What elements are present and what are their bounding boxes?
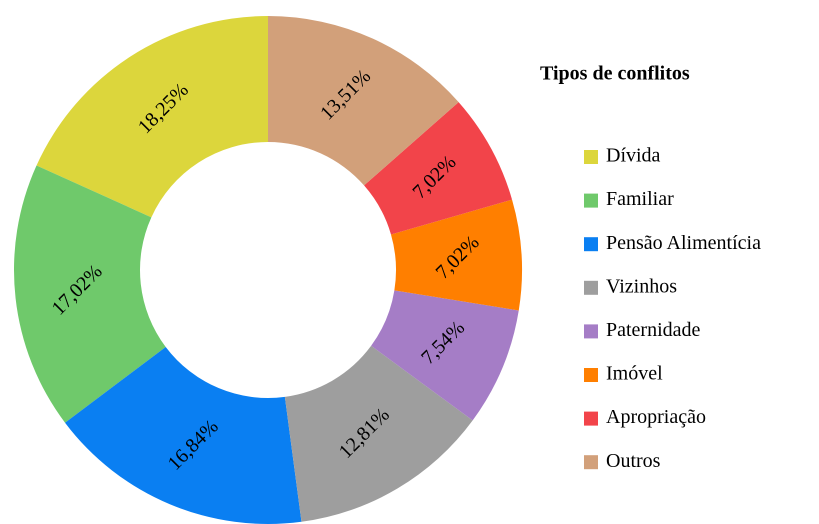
- donut-slice: [364, 102, 513, 235]
- legend-label: Familiar: [606, 188, 674, 210]
- legend-label: Imóvel: [606, 363, 663, 385]
- donut-slice: [284, 345, 473, 522]
- legend-swatch: [584, 411, 598, 426]
- donut-slice: [268, 16, 459, 186]
- donut-slice: [36, 16, 269, 218]
- legend-swatch: [584, 324, 598, 339]
- legend-label: Paternidade: [606, 319, 701, 341]
- legend-swatch: [584, 150, 598, 164]
- donut-slice: [65, 346, 302, 524]
- donut-slice: [371, 290, 519, 421]
- donut-slice: [13, 165, 166, 423]
- legend-swatch: [584, 237, 598, 252]
- legend-label: Pensão Alimentícia: [606, 232, 761, 254]
- legend-label: Outros: [606, 450, 661, 472]
- legend-title: Tipos de conflitos: [540, 63, 690, 85]
- legend-label: Dívida: [606, 145, 661, 167]
- legend-swatch: [584, 193, 598, 208]
- legend-swatch: [584, 455, 598, 470]
- legend-swatch: [584, 368, 598, 382]
- legend-label: Vizinhos: [606, 275, 677, 297]
- legend-label: Apropriação: [606, 406, 706, 428]
- legend-swatch: [584, 280, 598, 295]
- donut-slice: [390, 199, 522, 311]
